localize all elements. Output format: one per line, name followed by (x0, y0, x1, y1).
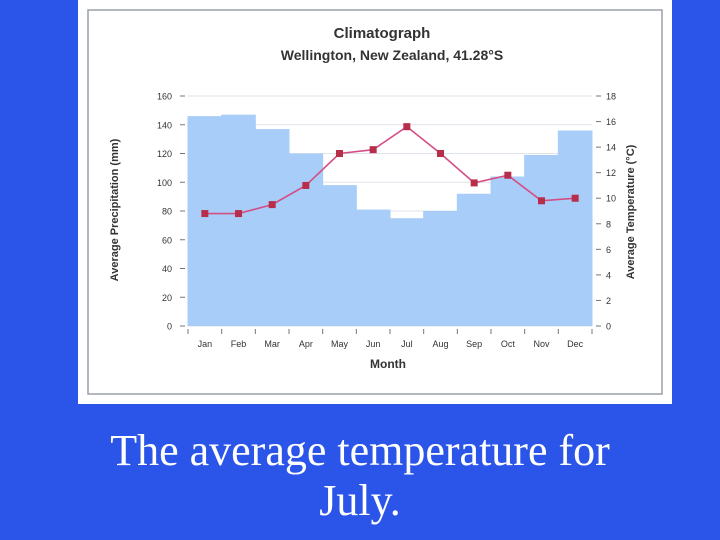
y-axis-label-left: Average Precipitation (mm) (109, 138, 121, 281)
temperature-point (470, 179, 478, 187)
temperature-line (201, 123, 579, 218)
x-tick-label: Apr (299, 339, 313, 349)
chart-title: Climatograph (334, 25, 431, 42)
x-tick-label: Mar (264, 339, 280, 349)
x-tick-label: Aug (432, 339, 448, 349)
x-tick-label: Jul (401, 339, 413, 349)
y-right-tick-label: 12 (606, 168, 616, 178)
y-left-tick-label: 20 (162, 293, 172, 303)
temperature-point (201, 210, 209, 218)
climatograph-chart: Climatograph Wellington, New Zealand, 41… (87, 9, 663, 395)
y-left-tick-label: 100 (157, 178, 172, 188)
y-left-tick-label: 0 (167, 322, 172, 332)
x-tick-label: Oct (501, 339, 516, 349)
y-right-tick-label: 14 (606, 143, 616, 153)
precipitation-bar (456, 193, 492, 326)
y-axis-label-right: Average Temperature (°C) (625, 144, 637, 279)
y-left-tick-label: 60 (162, 235, 172, 245)
caption-line-1: The average temperature for (110, 426, 610, 475)
x-tick-label: Feb (231, 339, 247, 349)
precipitation-bar (221, 114, 256, 326)
temperature-line-path (204, 125, 576, 215)
y-left-tick-label: 140 (157, 120, 172, 130)
y-left-tick-label: 80 (162, 207, 172, 217)
temperature-point (268, 201, 276, 209)
chart-panel: Climatograph Wellington, New Zealand, 41… (78, 0, 672, 404)
precipitation-bar (524, 154, 559, 326)
slide-caption: The average temperature for July. (0, 426, 720, 526)
y-right-tick-label: 10 (606, 194, 616, 204)
y-right-tick-label: 0 (606, 322, 611, 332)
y-right-tick-label: 6 (606, 245, 611, 255)
x-tick-label: Jan (198, 339, 213, 349)
y-right-tick-label: 18 (606, 92, 616, 102)
precipitation-bar (389, 218, 425, 326)
precipitation-bar (322, 185, 357, 326)
temperature-point (369, 146, 377, 154)
precipitation-bar (490, 176, 526, 326)
precipitation-bar (254, 129, 290, 326)
precipitation-bar (557, 130, 593, 326)
y-right-tick-label: 16 (606, 117, 616, 127)
caption-line-2: July. (319, 476, 401, 525)
y-left-tick-label: 40 (162, 264, 172, 274)
y-right-tick-label: 2 (606, 296, 611, 306)
precipitation-bar (187, 116, 223, 326)
x-axis-label: Month (370, 357, 406, 371)
x-tick-label: May (331, 339, 349, 349)
temperature-point (504, 171, 512, 179)
temperature-point (336, 150, 343, 157)
chart-subtitle: Wellington, New Zealand, 41.28°S (281, 47, 503, 63)
precipitation-bar (288, 153, 324, 326)
precipitation-bar (423, 211, 458, 326)
precipitation-bars (187, 114, 593, 326)
x-tick-label: Nov (533, 339, 550, 349)
temperature-point (437, 150, 444, 157)
x-tick-label: Sep (466, 339, 482, 349)
y-right-tick-label: 4 (606, 270, 611, 280)
x-tick-label: Dec (567, 339, 584, 349)
temperature-point (538, 197, 545, 205)
temperature-point (302, 181, 310, 189)
x-tick-label: Jun (366, 339, 381, 349)
temperature-point (235, 210, 242, 218)
temperature-point (403, 123, 411, 131)
y-right-tick-label: 8 (606, 219, 611, 229)
y-left-tick-label: 120 (157, 149, 172, 159)
y-left-tick-label: 160 (157, 92, 172, 102)
temperature-point (571, 194, 579, 202)
precipitation-bar (355, 209, 391, 326)
